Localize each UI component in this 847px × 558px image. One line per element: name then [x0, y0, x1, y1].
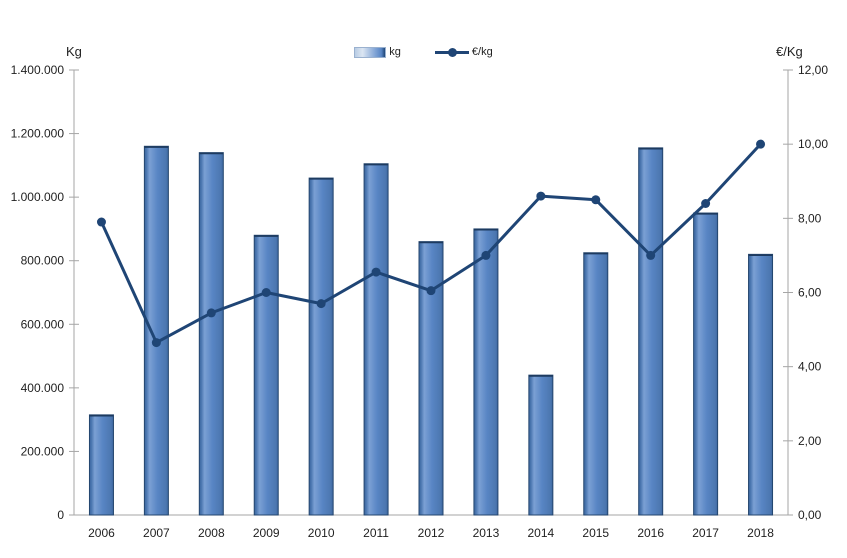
right-axis-tick-label: 0,00	[798, 508, 822, 522]
x-axis-label-2016: 2016	[637, 526, 664, 540]
bar-2016	[638, 147, 664, 516]
x-axis-label-2013: 2013	[473, 526, 500, 540]
line-point-2009	[261, 288, 271, 297]
right-axis-tick-label: 8,00	[798, 211, 822, 225]
left-axis-tick-label: 1.000.000	[11, 190, 65, 204]
bar-2007	[143, 145, 169, 516]
bar-2018	[748, 253, 774, 516]
line-point-2013	[481, 250, 491, 260]
x-axis-label-2008: 2008	[198, 526, 225, 540]
x-axis-label-2014: 2014	[527, 526, 554, 540]
bar-2010	[308, 177, 334, 516]
x-axis-label-2007: 2007	[143, 526, 170, 540]
x-axis-label-2006: 2006	[88, 526, 115, 540]
right-axis-tick-label: 6,00	[798, 286, 822, 300]
bar-2014	[528, 374, 554, 516]
left-axis-tick-label: 400.000	[21, 381, 65, 395]
x-axis-label-2018: 2018	[747, 526, 774, 540]
x-axis-label-2011: 2011	[363, 526, 389, 540]
x-axis-label-2017: 2017	[692, 526, 719, 540]
line-point-2006	[96, 217, 106, 227]
line-point-2008	[206, 308, 216, 318]
line-point-2018	[756, 139, 766, 149]
left-axis-tick-label: 600.000	[21, 317, 65, 331]
bar-2009	[253, 234, 279, 516]
right-axis-tick-label: 4,00	[798, 360, 822, 374]
line-point-2012	[426, 286, 436, 296]
left-axis-tick-label: 1.200.000	[11, 127, 65, 141]
x-axis-label-2009: 2009	[253, 526, 280, 540]
bar-2017	[693, 212, 719, 516]
left-axis-tick-label: 200.000	[21, 444, 65, 458]
bar-2011	[363, 163, 389, 516]
right-axis-tick-label: 2,00	[798, 434, 822, 448]
bar-2015	[583, 252, 609, 516]
bar-2006	[88, 414, 114, 516]
line-point-2010	[316, 299, 326, 309]
bar-2008	[198, 152, 224, 516]
line-point-2007	[151, 338, 161, 348]
line-point-2017	[701, 199, 711, 208]
right-axis-tick-label: 10,00	[798, 137, 828, 151]
left-axis-tick-label: 0	[57, 508, 64, 522]
bar-2013	[473, 228, 499, 516]
x-axis-label-2012: 2012	[418, 526, 445, 540]
left-axis-tick-label: 800.000	[21, 254, 65, 268]
bar-2012	[418, 241, 444, 516]
left-axis-tick-label: 1.400.000	[11, 63, 65, 77]
line-point-2016	[646, 250, 656, 260]
left-axis-title: Kg	[66, 44, 82, 59]
line-point-2015	[591, 195, 601, 205]
line-point-2014	[536, 191, 546, 201]
line-point-2011	[371, 267, 381, 277]
x-axis-label-2010: 2010	[308, 526, 335, 540]
right-axis-tick-label: 12,00	[798, 63, 828, 77]
right-axis-title: €/Kg	[776, 44, 803, 59]
x-axis-label-2015: 2015	[582, 526, 609, 540]
